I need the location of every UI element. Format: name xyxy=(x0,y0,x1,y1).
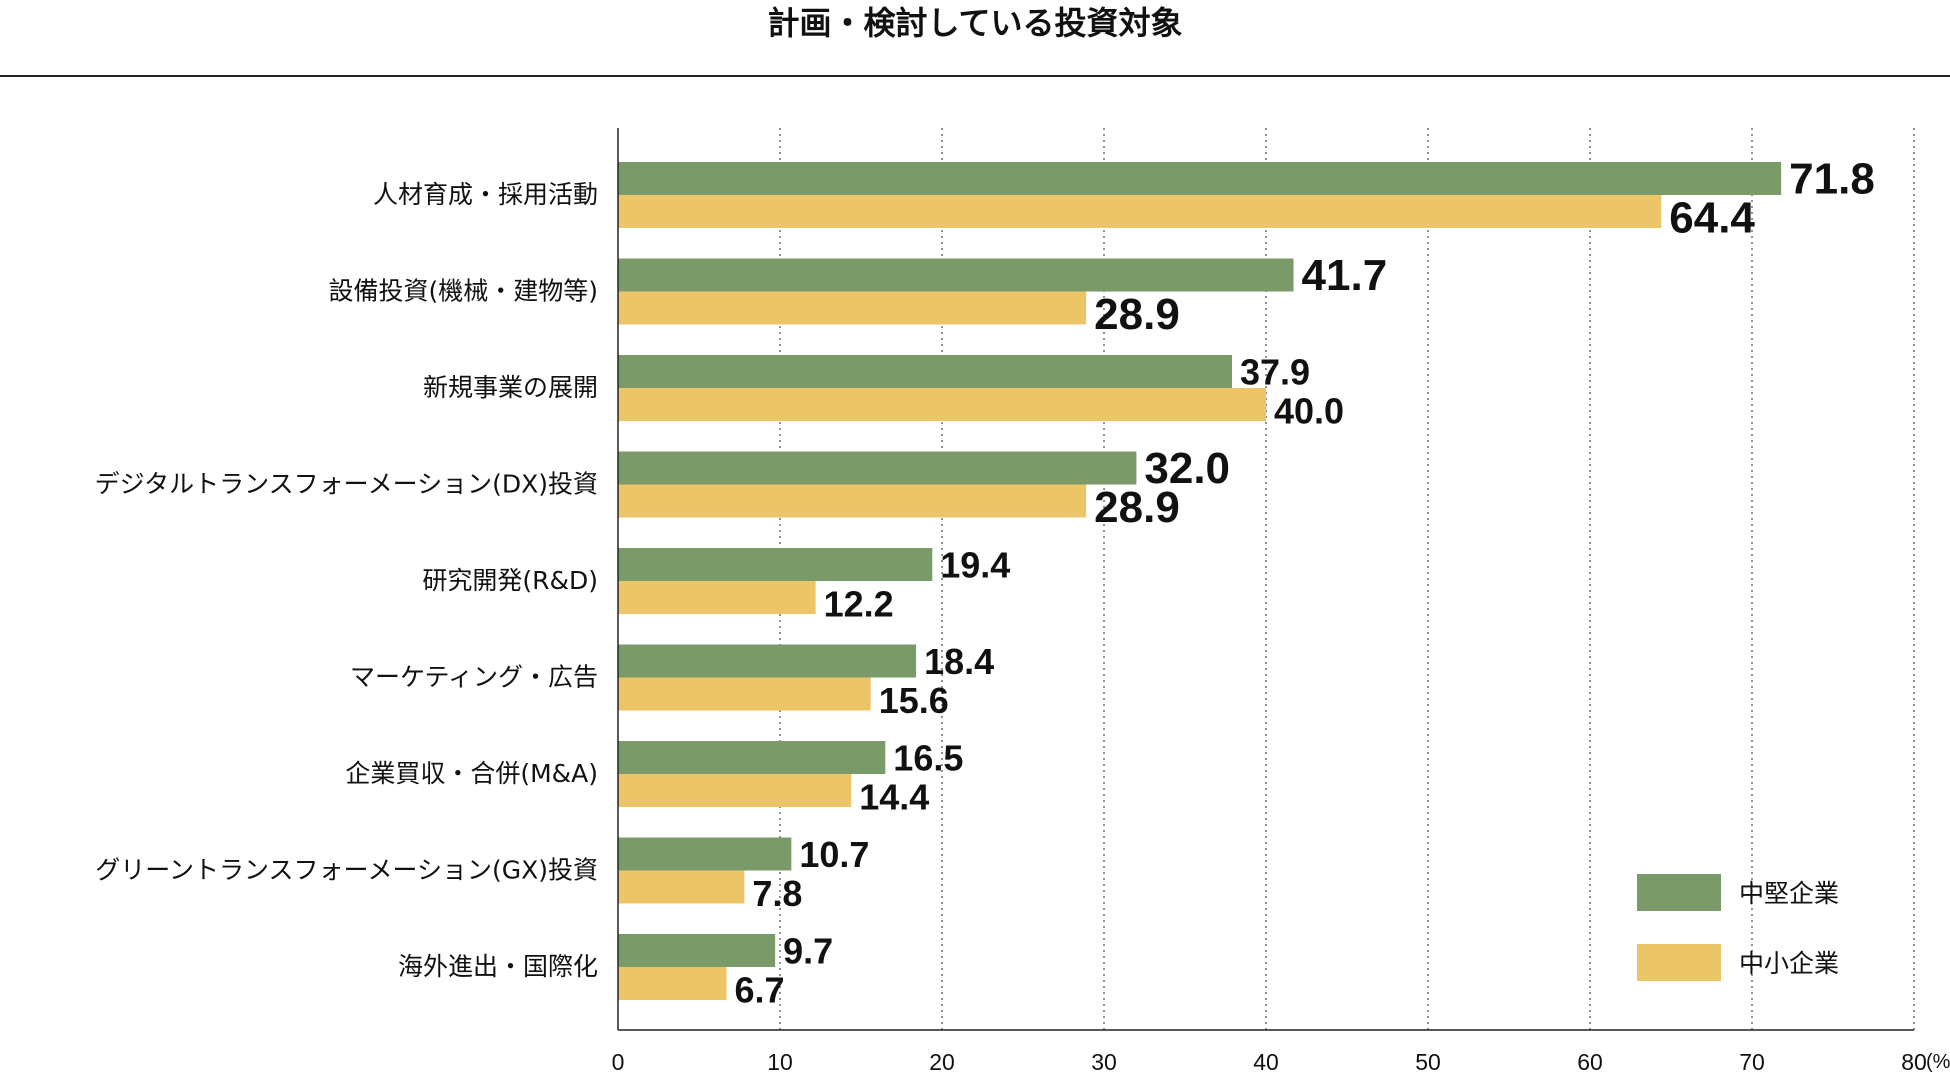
bar-midsize-4 xyxy=(618,548,933,581)
bar-small-2 xyxy=(618,388,1266,421)
bar-midsize-6 xyxy=(618,741,886,774)
x-tick-label-40: 40 xyxy=(1253,1049,1279,1072)
x-tick-label-10: 10 xyxy=(767,1049,793,1072)
bar-small-7 xyxy=(618,870,745,904)
value-label-small-7: 7.8 xyxy=(752,873,802,914)
bar-midsize-0 xyxy=(618,162,1782,195)
x-tick-label-20: 20 xyxy=(929,1049,955,1072)
bar-midsize-3 xyxy=(618,451,1137,485)
bar-small-6 xyxy=(618,774,852,807)
axes: 0 10 20 30 40 50 60 70 80(%) xyxy=(612,128,1950,1072)
legend-label-1: 中小企業 xyxy=(1739,949,1839,978)
x-tick-label-30: 30 xyxy=(1091,1049,1117,1072)
x-tick-label-0: 0 xyxy=(612,1049,625,1072)
x-tick-label-80: 80 xyxy=(1901,1049,1927,1072)
legend-swatch-1 xyxy=(1637,944,1721,981)
x-tick-label-60: 60 xyxy=(1577,1049,1603,1072)
value-label-midsize-8: 9.7 xyxy=(783,931,833,972)
category-label: 研究開発(R&D) xyxy=(422,566,598,595)
value-label-midsize-2: 37.9 xyxy=(1240,352,1310,393)
value-label-small-1: 28.9 xyxy=(1094,290,1180,339)
bars xyxy=(618,162,1782,1000)
value-label-midsize-0: 71.8 xyxy=(1789,155,1875,204)
category-label: 人材育成・採用活動 xyxy=(373,180,598,209)
x-tick-label-50: 50 xyxy=(1415,1049,1441,1072)
value-label-small-0: 64.4 xyxy=(1669,194,1755,243)
value-label-midsize-7: 10.7 xyxy=(799,834,869,875)
bar-midsize-8 xyxy=(618,934,776,967)
value-label-small-3: 28.9 xyxy=(1094,483,1180,532)
labels: 人材育成・採用活動 71.8 64.4 設備投資(機械・建物等) 41.7 28.9 新規事… xyxy=(95,155,1875,1011)
value-label-small-2: 40.0 xyxy=(1274,391,1344,432)
value-label-midsize-4: 19.4 xyxy=(940,545,1010,586)
value-label-small-5: 15.6 xyxy=(879,680,949,721)
chart-title: 計画・検討している投資対象 xyxy=(767,4,1182,42)
bar-small-0 xyxy=(618,195,1662,228)
category-label: 設備投資(機械・建物等) xyxy=(328,277,598,306)
bar-small-8 xyxy=(618,967,727,1000)
category-label: 海外進出・国際化 xyxy=(398,952,598,981)
bar-small-3 xyxy=(618,484,1087,518)
bar-small-1 xyxy=(618,291,1087,325)
value-label-midsize-6: 16.5 xyxy=(893,738,963,779)
bar-midsize-7 xyxy=(618,837,792,871)
legend-label-0: 中堅企業 xyxy=(1739,879,1839,908)
bar-midsize-2 xyxy=(618,355,1232,388)
bar-midsize-5 xyxy=(618,644,917,678)
x-tick-label-70: 70 xyxy=(1739,1049,1765,1072)
bar-midsize-1 xyxy=(618,258,1294,292)
x-unit-label: (%) xyxy=(1926,1051,1950,1072)
value-label-small-6: 14.4 xyxy=(859,777,929,818)
bar-small-4 xyxy=(618,581,816,614)
category-label: 企業買収・合併(M&A) xyxy=(345,759,598,788)
category-label: マーケティング・広告 xyxy=(350,663,598,692)
category-label: グリーントランスフォーメーション(GX)投資 xyxy=(95,856,598,885)
bar-small-5 xyxy=(618,677,871,711)
legend-swatch-0 xyxy=(1637,874,1721,911)
value-label-midsize-5: 18.4 xyxy=(924,641,994,682)
value-label-midsize-3: 32.0 xyxy=(1144,444,1230,493)
value-label-midsize-1: 41.7 xyxy=(1302,251,1388,300)
category-label: デジタルトランスフォーメーション(DX)投資 xyxy=(95,470,598,499)
value-label-small-8: 6.7 xyxy=(735,970,785,1011)
category-label: 新規事業の展開 xyxy=(423,373,598,402)
value-label-small-4: 12.2 xyxy=(824,584,894,625)
